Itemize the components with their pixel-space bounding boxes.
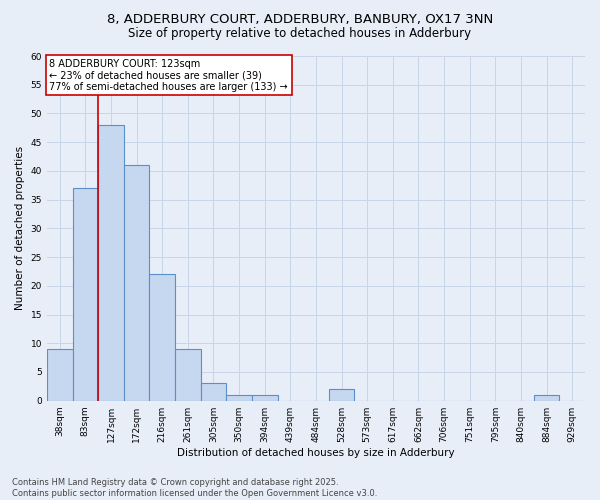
Text: Size of property relative to detached houses in Adderbury: Size of property relative to detached ho… xyxy=(128,28,472,40)
Bar xyxy=(534,395,559,400)
Bar xyxy=(47,349,73,401)
Text: 8 ADDERBURY COURT: 123sqm
← 23% of detached houses are smaller (39)
77% of semi-: 8 ADDERBURY COURT: 123sqm ← 23% of detac… xyxy=(49,59,288,92)
Bar xyxy=(252,395,278,400)
Bar xyxy=(73,188,98,400)
Bar xyxy=(124,165,149,400)
X-axis label: Distribution of detached houses by size in Adderbury: Distribution of detached houses by size … xyxy=(177,448,455,458)
Y-axis label: Number of detached properties: Number of detached properties xyxy=(15,146,25,310)
Bar xyxy=(200,384,226,400)
Bar xyxy=(98,125,124,400)
Text: Contains HM Land Registry data © Crown copyright and database right 2025.
Contai: Contains HM Land Registry data © Crown c… xyxy=(12,478,377,498)
Bar xyxy=(149,274,175,400)
Text: 8, ADDERBURY COURT, ADDERBURY, BANBURY, OX17 3NN: 8, ADDERBURY COURT, ADDERBURY, BANBURY, … xyxy=(107,12,493,26)
Bar xyxy=(226,395,252,400)
Bar xyxy=(329,389,355,400)
Bar xyxy=(175,349,200,401)
